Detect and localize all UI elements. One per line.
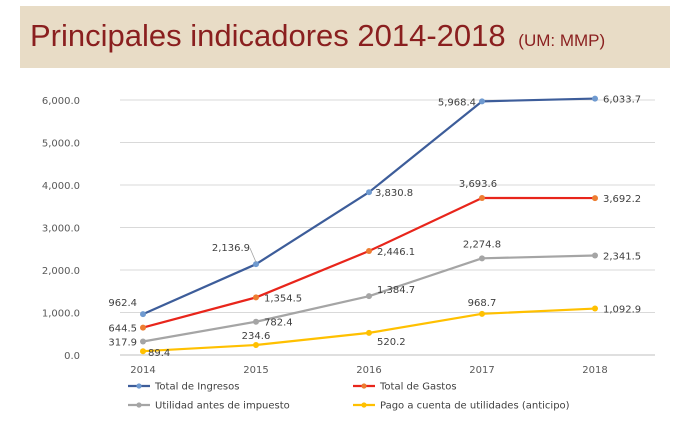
legend-label: Utilidad antes de impuesto xyxy=(155,401,290,412)
x-tick-label: 2017 xyxy=(469,365,494,376)
legend-marker xyxy=(136,383,142,389)
data-point xyxy=(140,348,146,355)
data-label: 89.4 xyxy=(148,348,170,359)
x-tick-label: 2016 xyxy=(356,365,381,376)
data-label: 962.4 xyxy=(108,298,137,309)
data-point xyxy=(479,310,485,317)
data-label: 2,136.9 xyxy=(212,243,250,254)
data-label: 317.9 xyxy=(108,337,137,348)
data-point xyxy=(253,261,259,268)
data-point xyxy=(366,293,372,300)
data-point xyxy=(479,255,485,262)
data-label: 2,446.1 xyxy=(377,247,415,258)
x-tick-label: 2014 xyxy=(130,365,155,376)
data-label: 6,033.7 xyxy=(603,95,641,106)
data-label: 1,384.7 xyxy=(377,285,415,296)
data-point xyxy=(253,318,259,325)
data-point xyxy=(592,305,598,312)
data-point xyxy=(140,338,146,345)
data-label: 1,354.5 xyxy=(264,293,302,304)
series-line xyxy=(142,196,596,329)
data-point xyxy=(366,329,372,336)
y-tick-label: 5,000.0 xyxy=(42,139,80,150)
data-point xyxy=(253,294,259,301)
legend-marker xyxy=(361,383,367,389)
y-tick-label: 4,000.0 xyxy=(42,181,80,192)
data-point xyxy=(366,248,372,255)
title-banner: Principales indicadores 2014-2018 (UM: M… xyxy=(20,6,670,68)
y-tick-label: 2,000.0 xyxy=(42,266,80,277)
data-label: 234.6 xyxy=(242,331,271,342)
data-label: 3,692.2 xyxy=(603,194,641,205)
data-label: 1,092.9 xyxy=(603,305,641,316)
x-tick-label: 2015 xyxy=(243,365,268,376)
y-tick-label: 3,000.0 xyxy=(42,224,80,235)
data-label: 5,968.4 xyxy=(438,97,476,108)
data-label: 520.2 xyxy=(377,337,406,348)
data-point xyxy=(140,311,146,318)
data-point xyxy=(366,189,372,196)
data-label: 968.7 xyxy=(468,298,497,309)
data-label: 2,274.8 xyxy=(463,239,501,250)
y-tick-label: 0.0 xyxy=(64,351,80,362)
legend-marker xyxy=(136,402,142,408)
data-label: 644.5 xyxy=(108,324,137,335)
data-label: 782.4 xyxy=(264,318,293,329)
data-point xyxy=(253,342,259,349)
data-label: 3,693.6 xyxy=(459,179,497,190)
data-point xyxy=(592,252,598,259)
data-point xyxy=(592,95,598,102)
chart-title: Principales indicadores 2014-2018 xyxy=(30,18,506,53)
legend-label: Total de Ingresos xyxy=(154,382,239,393)
chart-title-wrap: Principales indicadores 2014-2018 (UM: M… xyxy=(30,18,605,54)
y-tick-label: 6,000.0 xyxy=(42,96,80,107)
data-label: 2,341.5 xyxy=(603,251,641,262)
unit-note: (UM: MMP) xyxy=(518,31,606,50)
label-leader-line xyxy=(249,248,257,263)
series-line xyxy=(142,97,596,316)
legend-marker xyxy=(361,402,367,408)
data-point xyxy=(140,324,146,331)
data-point xyxy=(592,195,598,202)
x-tick-label: 2018 xyxy=(582,365,607,376)
legend-label: Total de Gastos xyxy=(379,382,457,393)
data-point xyxy=(479,98,485,105)
legend-label: Pago a cuenta de utilidades (anticipo) xyxy=(380,401,570,412)
data-point xyxy=(479,195,485,202)
data-label: 3,830.8 xyxy=(375,188,413,199)
y-tick-label: 1,000.0 xyxy=(42,309,80,320)
